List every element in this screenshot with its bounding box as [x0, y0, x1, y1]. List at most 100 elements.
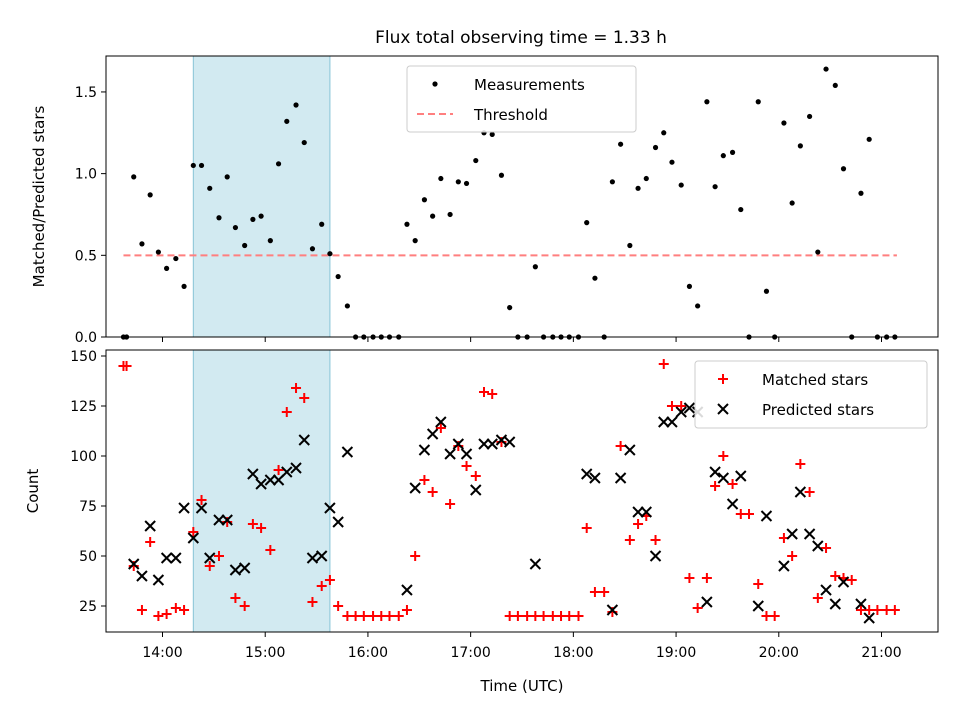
predicted-point [238, 562, 251, 574]
panel-2-observing-span [192, 349, 331, 633]
predicted-point [298, 434, 310, 446]
predicted-point [649, 550, 662, 562]
predicted-point [760, 510, 773, 522]
panel-1-legend-box [406, 65, 637, 133]
measurement-point [250, 216, 256, 222]
matched-point [710, 481, 721, 491]
measurement-point [463, 180, 470, 187]
predicted-point [701, 596, 713, 608]
panel-2-xtick-label: 14:00 [142, 645, 182, 661]
matched-point [358, 611, 369, 621]
measurement-point [131, 174, 137, 180]
predicted-point [409, 482, 421, 494]
panel-2-xtick-label: 19:00 [656, 645, 696, 661]
measurement-point [643, 175, 649, 182]
measurement-point [695, 303, 701, 309]
predicted-point [160, 552, 173, 564]
measurement-point [335, 273, 341, 280]
panel-1-ylabel: Matched/Predicted stars [30, 106, 48, 288]
matched-point [889, 605, 900, 615]
measurement-point [661, 130, 667, 136]
panel-2-ytick-label: 150 [70, 349, 97, 365]
predicted-point [675, 406, 687, 418]
measurement-point [207, 185, 213, 191]
matched-point [692, 603, 703, 613]
measurement-point [155, 249, 161, 255]
measurement-point [293, 102, 299, 108]
chart-title: Flux total observing time = 1.33 h [375, 28, 667, 48]
matched-point [419, 475, 430, 485]
predicted-point [829, 598, 841, 610]
matched-point [128, 561, 139, 571]
matched-point [281, 407, 292, 417]
predicted-point [803, 528, 816, 540]
predicted-point [281, 466, 293, 478]
matched-point [179, 605, 190, 615]
predicted-point [401, 584, 413, 596]
panel-2-ytick-label: 75 [79, 499, 97, 515]
measurement-point [712, 184, 718, 190]
measurement-point [139, 241, 145, 247]
matched-point [401, 605, 412, 615]
predicted-point [495, 434, 508, 446]
panel-2-axes-frame [105, 349, 939, 633]
measurement-point [344, 303, 350, 309]
matched-point [333, 601, 344, 611]
measurement-point [832, 82, 838, 89]
matched-point [316, 581, 327, 591]
predicted-point [264, 474, 277, 486]
matched-point [581, 523, 592, 533]
measurement-point [584, 220, 590, 226]
measurement-point [507, 304, 513, 311]
matched-point [478, 387, 489, 397]
measurement-point [789, 200, 795, 206]
matched-point [624, 535, 635, 545]
panel-2-ytick-label: 25 [79, 599, 97, 615]
measurement-point [678, 182, 684, 188]
matched-point [821, 543, 832, 553]
matched-point [324, 575, 335, 585]
measurement-point [729, 149, 736, 155]
matched-point [573, 611, 584, 621]
matched-point [299, 393, 310, 403]
matched-point [589, 587, 600, 597]
matched-point [607, 607, 618, 617]
measurement-point [224, 174, 230, 180]
predicted-point [709, 466, 721, 478]
matched-point [291, 383, 302, 393]
matched-point [633, 519, 644, 529]
measurement-point [652, 144, 659, 151]
measurement-point [267, 238, 273, 244]
matched-point [753, 579, 764, 589]
measurement-point [618, 141, 624, 147]
measurement-point [404, 221, 410, 227]
matched-point [795, 459, 806, 469]
matched-point [676, 401, 687, 411]
matched-point [213, 551, 224, 561]
measurement-point [198, 162, 205, 169]
matched-point [273, 465, 284, 475]
measurement-point [430, 213, 436, 219]
measurement-point [447, 211, 453, 218]
predicted-point [444, 448, 456, 460]
measurement-point [327, 251, 333, 257]
predicted-point [290, 462, 302, 474]
matched-point [872, 605, 883, 615]
predicted-point [589, 472, 601, 484]
matched-point [830, 571, 841, 581]
measurement-point [609, 179, 615, 185]
measurement-point [242, 242, 248, 249]
predicted-point [837, 576, 850, 588]
matched-point [435, 423, 446, 433]
measurement-point [823, 66, 829, 72]
predicted-point [315, 550, 328, 562]
measurement-point [412, 238, 418, 244]
panel-1-ytick-label: 1.5 [75, 85, 97, 101]
measurement-point [284, 118, 290, 124]
measurement-point [763, 288, 770, 294]
matched-point [701, 573, 712, 583]
predicted-point [666, 416, 678, 428]
panel-2-xtick-label: 18:00 [553, 645, 593, 661]
panel-2-series-1 [128, 402, 875, 624]
